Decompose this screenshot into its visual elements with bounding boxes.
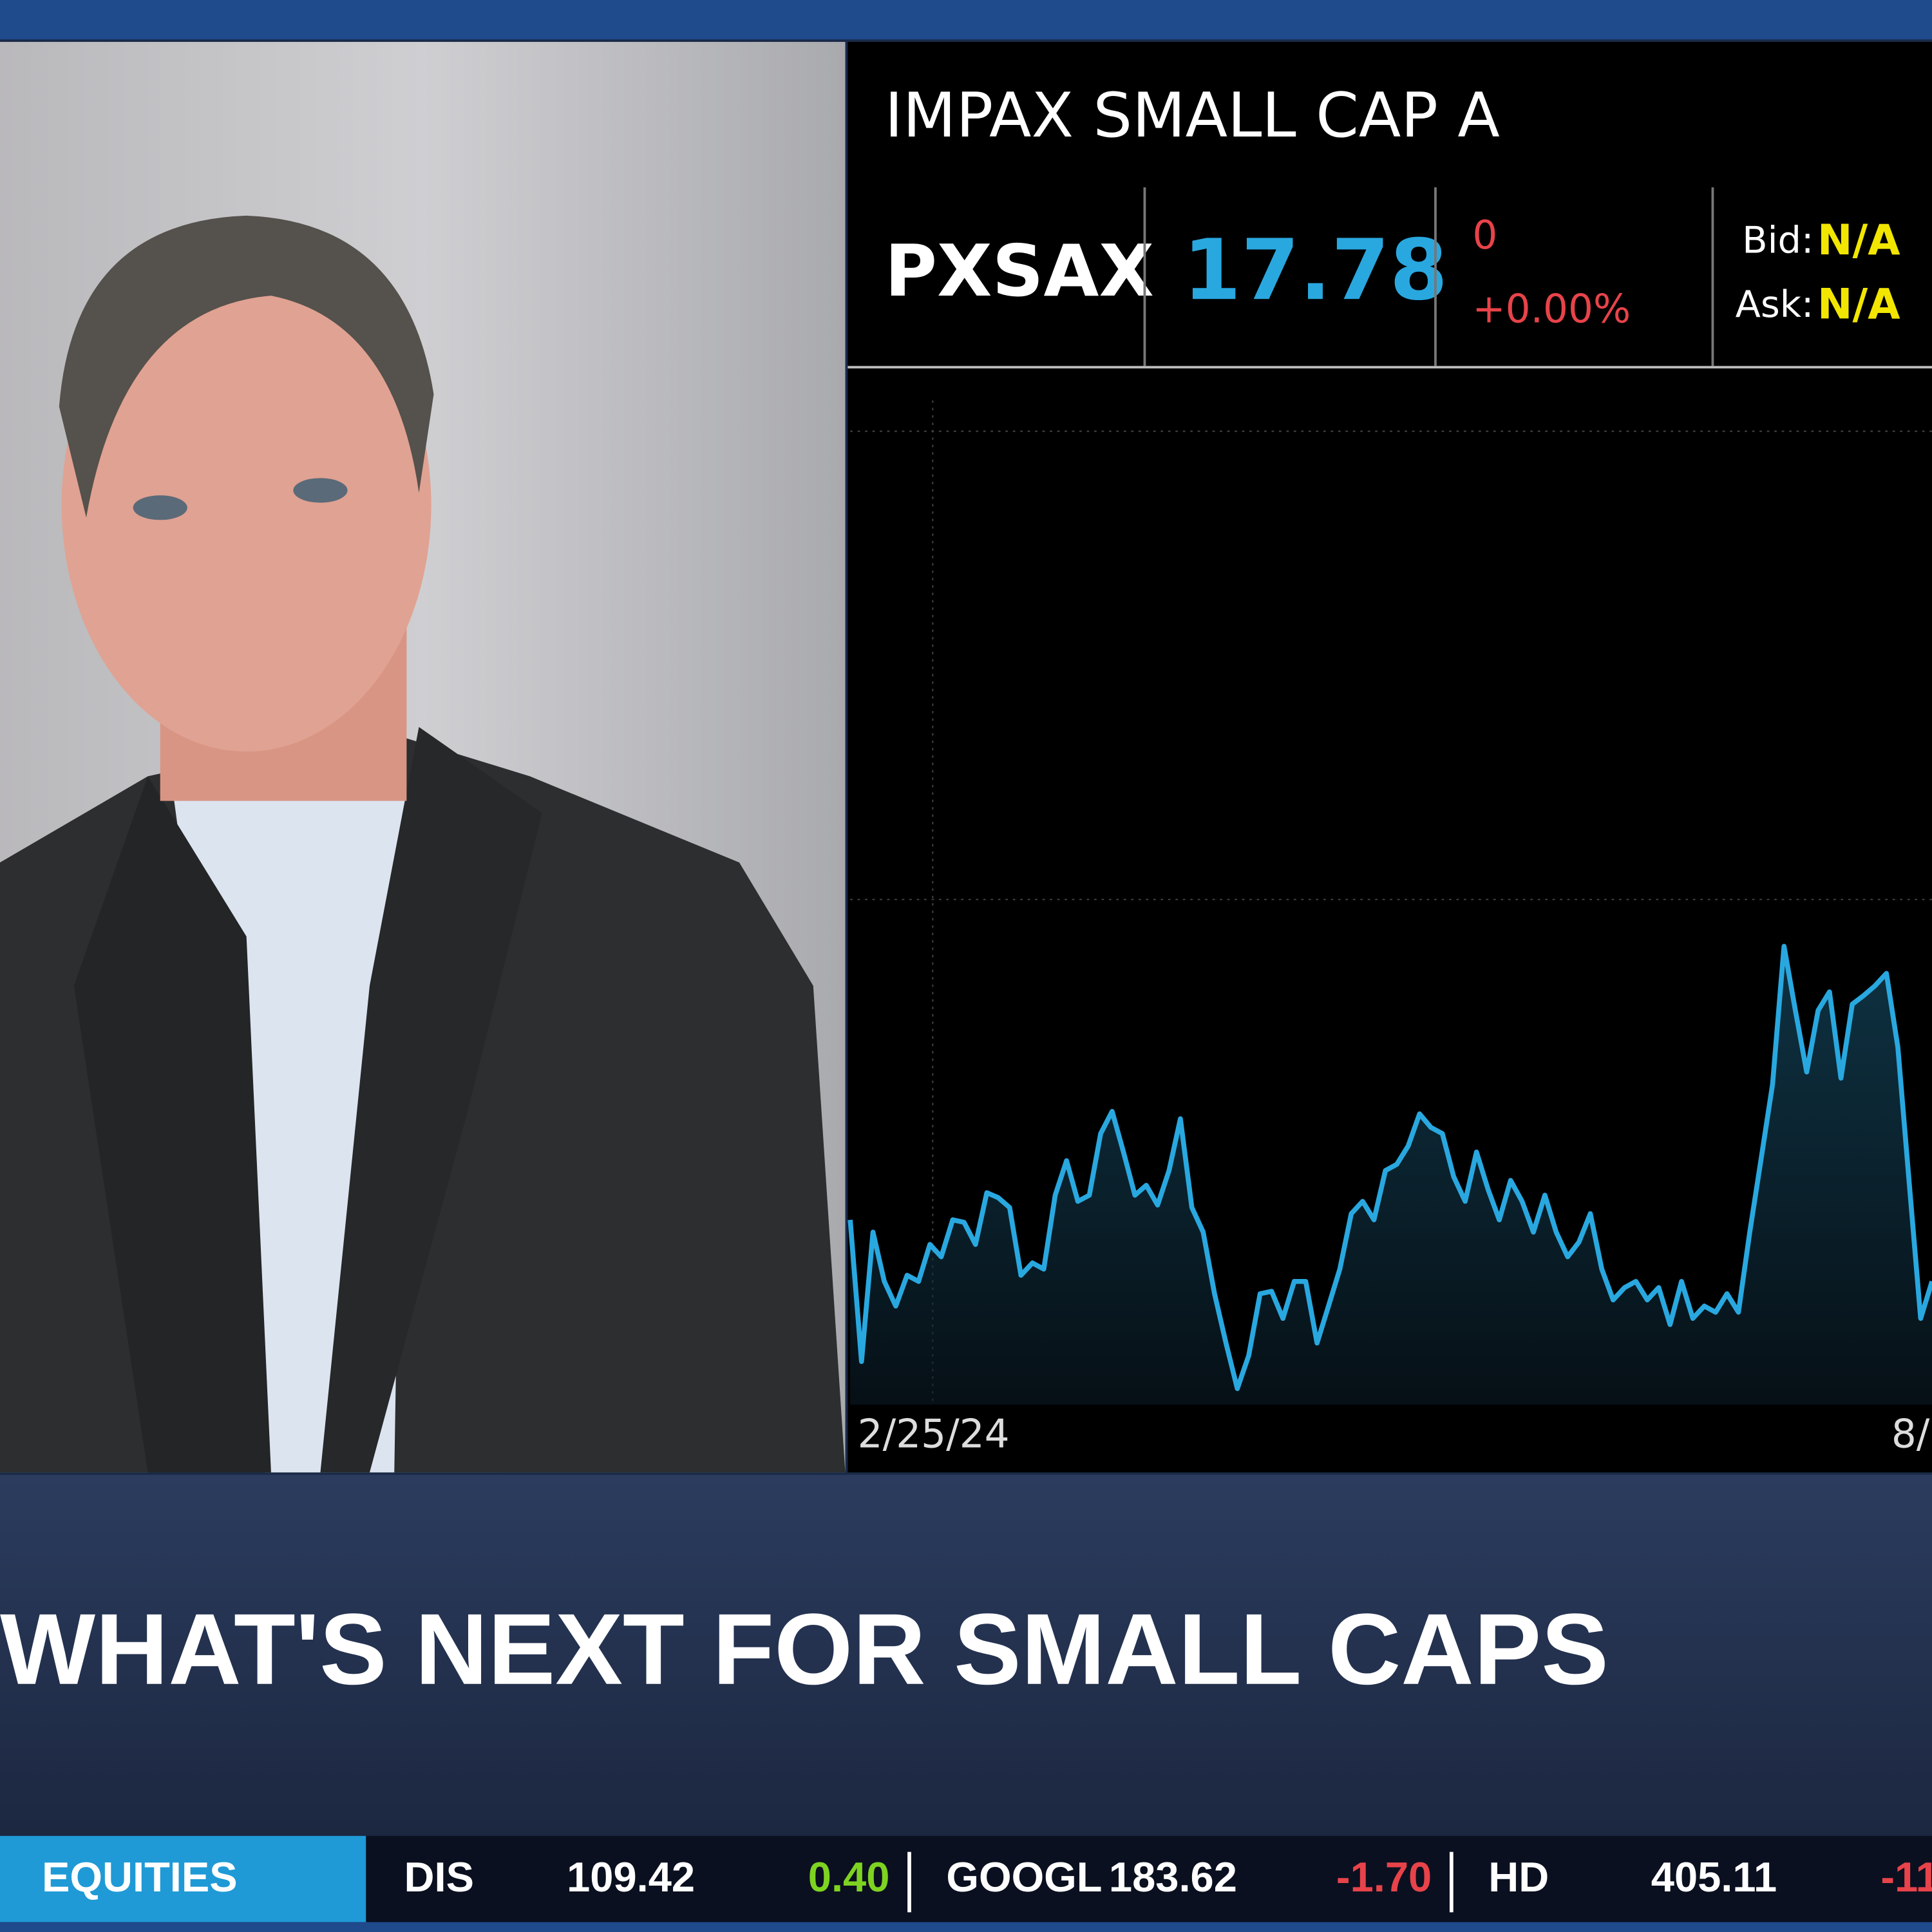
ticker-symbol: DIS	[404, 1853, 474, 1900]
ticker-price: 183.62	[1109, 1853, 1237, 1900]
ticker-symbol: GOOGL	[946, 1853, 1102, 1900]
video-feed	[0, 42, 846, 1473]
ticker-price: 109.42	[567, 1853, 695, 1900]
area-fill	[850, 946, 1932, 1405]
ticker-price: 405.11	[1651, 1853, 1777, 1900]
bid-label: Bid:	[1742, 219, 1814, 262]
ticker-symbol: HD	[1488, 1853, 1549, 1900]
ticker-label: EQUITIES	[42, 1853, 238, 1900]
lower-third	[0, 1475, 1932, 1836]
headline: WHAT'S NEXT FOR SMALL CAPS	[0, 1593, 1609, 1706]
price-line	[848, 943, 1932, 1392]
bottom-bar	[0, 1922, 1932, 1932]
fund-name: IMPAX SMALL CAP A	[885, 79, 1500, 151]
ask: N/A	[1817, 280, 1900, 328]
price: 17.78	[1183, 221, 1448, 319]
ticker-change: -1.70	[1336, 1853, 1432, 1900]
ticker-change: 0.40	[808, 1853, 890, 1900]
top-bar	[0, 0, 1932, 40]
ask-label: Ask:	[1736, 283, 1814, 326]
ticker-label-box	[0, 1835, 366, 1922]
date-label: 8/	[1891, 1411, 1930, 1457]
price-chart	[848, 943, 1932, 1405]
date-label: 2/25/24	[858, 1411, 1010, 1457]
change-pct: +0.00%	[1472, 287, 1631, 332]
symbol: PXSAX	[885, 230, 1154, 313]
ticker-change: -11.2	[1880, 1853, 1932, 1900]
change: 0	[1472, 213, 1497, 258]
bid: N/A	[1817, 216, 1900, 265]
